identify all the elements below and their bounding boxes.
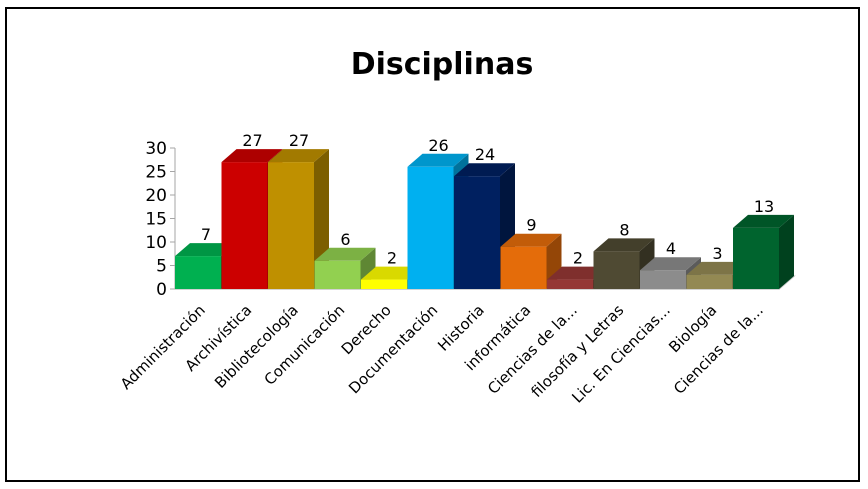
data-label: 8 — [619, 220, 629, 239]
bar-top — [407, 153, 469, 167]
bar-front — [547, 279, 593, 289]
bar — [268, 149, 329, 289]
bar-top — [733, 214, 794, 228]
y-tick-label: 5 — [156, 257, 167, 277]
bar-top — [314, 247, 376, 261]
bar-front — [361, 279, 407, 289]
data-label: 27 — [289, 131, 309, 150]
bar-front — [221, 162, 268, 289]
y-tick-label: 30 — [145, 139, 167, 159]
bar-front — [407, 166, 454, 289]
data-label: 6 — [340, 230, 350, 249]
data-label: 9 — [526, 216, 536, 235]
bar-top — [175, 243, 236, 257]
bar — [733, 214, 794, 289]
chart-frame: Disciplinas 0 5 10 15 20 25 30 7 27 27 6 2 26 24 9 2 8 4… — [5, 7, 860, 482]
bar-top — [221, 149, 283, 163]
y-tick-label: 10 — [145, 233, 167, 253]
y-tick-label: 15 — [145, 210, 167, 230]
bar-front — [640, 270, 686, 289]
data-label: 2 — [573, 249, 583, 268]
y-tick-label: 0 — [156, 280, 167, 300]
data-label: 27 — [242, 131, 262, 150]
chart-svg: Disciplinas 0 5 10 15 20 25 30 7 27 27 6 2 26 24 9 2 8 4… — [117, 47, 796, 407]
bar-side — [779, 214, 794, 289]
y-tick-label: 25 — [145, 163, 167, 183]
data-label: 3 — [712, 244, 722, 263]
category-label: Documentación — [345, 301, 441, 397]
bar-top — [640, 257, 701, 271]
bar-top — [268, 149, 329, 163]
bar-top — [454, 163, 515, 177]
chart-title: Disciplinas — [351, 47, 534, 82]
bar-front — [268, 162, 314, 289]
category-label: Comunicación — [261, 301, 349, 389]
category-label: Bibliotecología — [211, 301, 302, 392]
bar-front — [733, 227, 779, 289]
bar-front — [593, 251, 640, 289]
bar-front — [500, 246, 547, 289]
bar-top — [593, 238, 655, 252]
data-label: 24 — [475, 145, 495, 164]
bar — [500, 233, 562, 289]
bar-front — [314, 260, 361, 289]
bar-front — [686, 274, 733, 289]
data-label: 13 — [754, 197, 774, 216]
category-label: Administración — [117, 301, 209, 393]
bar-front — [454, 176, 500, 289]
data-label: 4 — [666, 239, 676, 258]
data-label: 26 — [428, 136, 448, 155]
bar-top — [500, 233, 562, 247]
bar-front — [175, 256, 221, 289]
bar-top — [361, 266, 422, 280]
data-label: 7 — [201, 225, 211, 244]
data-label: 2 — [387, 249, 397, 268]
y-tick-label: 20 — [145, 186, 167, 206]
bar-top — [686, 261, 748, 275]
bar-top — [547, 266, 608, 280]
